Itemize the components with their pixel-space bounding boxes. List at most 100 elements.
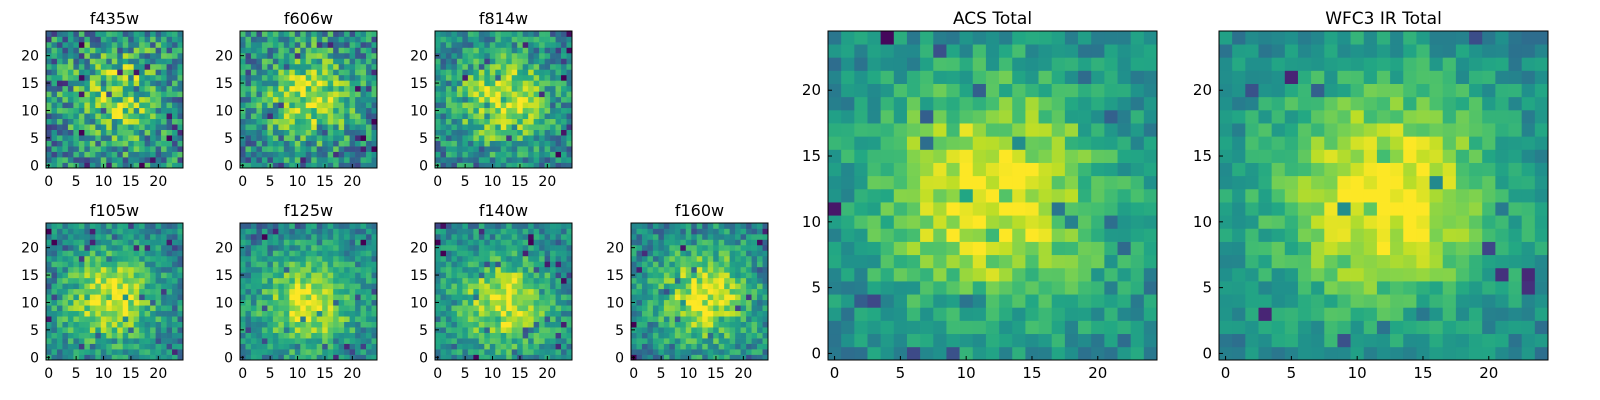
heatmap-cell (550, 305, 556, 312)
heatmap-cell (100, 343, 107, 350)
panel-title: f814w (479, 9, 528, 28)
heatmap-cell (456, 244, 463, 251)
heatmap-cell (478, 157, 485, 163)
heatmap-cell (740, 310, 747, 317)
heatmap-cell (316, 140, 323, 147)
heatmap-cell (484, 52, 491, 59)
heatmap-cell (106, 151, 113, 158)
heatmap-cell (240, 277, 246, 284)
heatmap-cell (56, 91, 63, 98)
heatmap-cell (550, 107, 556, 114)
heatmap-cell (740, 272, 747, 279)
heatmap-cell (67, 140, 74, 147)
heatmap-cell (484, 294, 491, 301)
heatmap-cell (327, 36, 334, 43)
heatmap-cell (880, 228, 895, 242)
heatmap-cell (718, 343, 725, 350)
heatmap-cell (111, 91, 118, 98)
heatmap-cell (435, 58, 441, 65)
heatmap-cell (111, 74, 118, 81)
heatmap-cell (344, 223, 350, 229)
heatmap-cell (1143, 254, 1158, 269)
heatmap-cell (256, 272, 263, 279)
heatmap-cell (161, 332, 167, 339)
heatmap-cell (631, 310, 637, 317)
heatmap-cell (294, 69, 301, 76)
heatmap-cell (106, 47, 113, 54)
heatmap-cell (462, 349, 469, 355)
heatmap-cell (289, 349, 296, 355)
heatmap-cell (729, 299, 736, 306)
heatmap-cell (946, 294, 960, 308)
heatmap-cell (89, 52, 96, 59)
heatmap-cell (445, 266, 452, 273)
heatmap-cell (128, 223, 135, 229)
y-tick-label: 20 (215, 49, 233, 65)
heatmap-cell (240, 305, 246, 312)
heatmap-cell (166, 299, 173, 306)
heatmap-cell (478, 261, 485, 268)
heatmap-cell (647, 255, 654, 262)
heatmap-cell (283, 85, 290, 92)
heatmap-cell (95, 349, 102, 355)
heatmap-cell (73, 140, 80, 147)
heatmap-cell (906, 333, 921, 348)
heatmap-cell (106, 272, 113, 279)
heatmap-cell (544, 250, 551, 257)
heatmap-cell (1143, 241, 1158, 256)
heatmap-cell (283, 261, 290, 268)
heatmap-cell (155, 305, 162, 312)
heatmap-cell (1091, 136, 1105, 150)
heatmap-cell (696, 239, 703, 246)
heatmap-cell (172, 310, 178, 317)
heatmap-cell (289, 294, 296, 301)
heatmap-cell (245, 140, 252, 147)
heatmap-cell (344, 354, 350, 361)
heatmap-cell (294, 316, 301, 322)
heatmap-cell (696, 261, 703, 268)
heatmap-cell (89, 261, 96, 268)
heatmap-cell (333, 250, 339, 257)
heatmap-cell (349, 338, 356, 344)
heatmap-cell (435, 91, 441, 98)
heatmap-cell (250, 288, 257, 295)
heatmap-cell (122, 162, 129, 169)
heatmap-cell (702, 294, 709, 301)
heatmap-cell (267, 118, 274, 125)
heatmap-cell (999, 215, 1013, 229)
x-tick-label: 15 (707, 366, 725, 382)
heatmap-cell (150, 85, 156, 92)
heatmap-cell (67, 107, 74, 114)
heatmap-cell (278, 239, 285, 246)
heatmap-cell (528, 157, 534, 163)
heatmap-cell (267, 332, 274, 339)
heatmap-cell (311, 102, 318, 109)
heatmap-cell (122, 255, 129, 262)
heatmap-cell (300, 354, 307, 361)
heatmap-cell (435, 157, 441, 163)
heatmap-cell (669, 349, 676, 355)
heatmap-cell (316, 255, 323, 262)
heatmap-cell (828, 162, 842, 177)
heatmap-cell (522, 31, 529, 37)
heatmap-cell (641, 288, 648, 295)
heatmap-cell (344, 36, 350, 43)
heatmap-cell (762, 338, 769, 344)
heatmap-cell (740, 255, 747, 262)
heatmap-cell (685, 266, 692, 273)
heatmap-cell (751, 283, 758, 290)
heatmap-cell (1130, 320, 1145, 335)
heatmap-cell (489, 332, 496, 339)
heatmap-cell (117, 327, 124, 333)
heatmap-cell (933, 320, 947, 335)
heatmap-cell (1117, 320, 1132, 335)
heatmap-cell (500, 228, 507, 235)
heatmap-cell (133, 354, 140, 361)
heatmap-cell (327, 338, 334, 344)
heatmap-cell (333, 288, 339, 295)
heatmap-cell (517, 327, 524, 333)
heatmap-cell (73, 288, 80, 295)
heatmap-cell (360, 277, 367, 284)
heatmap-cell (349, 332, 356, 339)
heatmap-cell (316, 239, 323, 246)
